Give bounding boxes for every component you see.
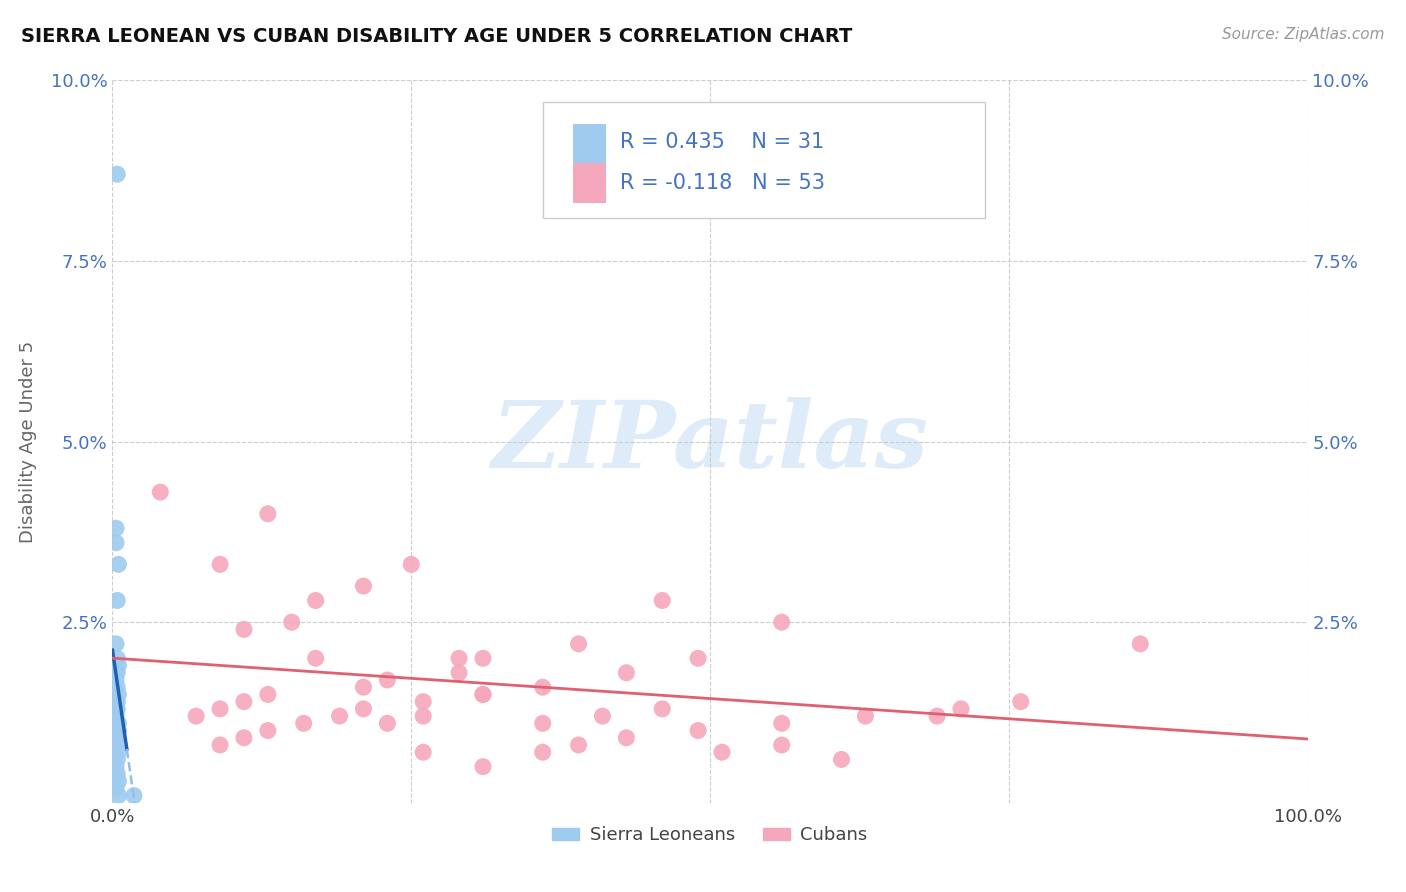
Point (107, 558, 129, 572)
Point (105, 702, 128, 716)
Point (107, 716, 129, 731)
FancyBboxPatch shape (543, 102, 986, 218)
Point (472, 760, 495, 774)
Point (412, 709, 434, 723)
Point (651, 593, 673, 607)
Point (1129, 637, 1152, 651)
Text: Source: ZipAtlas.com: Source: ZipAtlas.com (1222, 27, 1385, 42)
Point (950, 702, 973, 716)
Point (651, 702, 673, 716)
Point (447, 665, 470, 680)
Point (711, 745, 734, 759)
Point (107, 745, 129, 759)
Point (305, 651, 328, 665)
Point (105, 521, 128, 535)
Point (105, 593, 128, 607)
Text: SIERRA LEONEAN VS CUBAN DISABILITY AGE UNDER 5 CORRELATION CHART: SIERRA LEONEAN VS CUBAN DISABILITY AGE U… (21, 27, 852, 45)
Point (770, 716, 793, 731)
Point (107, 789, 129, 803)
Bar (572, 163, 606, 203)
Point (233, 623, 256, 637)
Point (105, 709, 128, 723)
Y-axis label: Disability Age Under 5: Disability Age Under 5 (18, 341, 37, 542)
Point (105, 781, 128, 796)
Point (107, 687, 129, 701)
Point (401, 558, 423, 572)
Text: ZIPatlas: ZIPatlas (492, 397, 928, 486)
Point (592, 709, 614, 723)
Point (352, 579, 374, 593)
Text: R = -0.118   N = 53: R = -0.118 N = 53 (620, 173, 825, 193)
Point (257, 687, 280, 701)
Point (105, 760, 128, 774)
Point (531, 680, 554, 694)
Point (281, 615, 304, 630)
Point (105, 731, 128, 745)
Point (107, 723, 129, 738)
Point (105, 535, 128, 549)
Point (107, 774, 129, 789)
Point (472, 651, 495, 665)
Point (329, 709, 352, 723)
Point (352, 702, 374, 716)
Point (257, 507, 280, 521)
Point (688, 651, 710, 665)
Point (447, 651, 470, 665)
Point (209, 558, 232, 572)
Point (472, 687, 495, 701)
Point (568, 738, 591, 752)
Point (377, 716, 399, 731)
Point (105, 680, 128, 694)
Point (257, 723, 280, 738)
Point (122, 789, 145, 803)
Point (105, 752, 128, 766)
Point (412, 695, 434, 709)
Point (531, 745, 554, 759)
Point (105, 695, 128, 709)
Point (105, 731, 128, 745)
Point (770, 615, 793, 630)
Point (616, 731, 638, 745)
Point (105, 637, 128, 651)
Point (105, 702, 128, 716)
Point (209, 702, 232, 716)
Point (531, 716, 554, 731)
Point (927, 709, 949, 723)
Point (105, 673, 128, 687)
Point (105, 167, 128, 181)
Point (352, 680, 374, 694)
Point (305, 593, 328, 607)
Legend: Sierra Leoneans, Cubans: Sierra Leoneans, Cubans (546, 819, 875, 852)
Point (105, 723, 128, 738)
Point (105, 695, 128, 709)
Text: R = 0.435    N = 31: R = 0.435 N = 31 (620, 132, 825, 152)
Point (292, 716, 315, 731)
Point (105, 767, 128, 781)
Point (186, 709, 208, 723)
Point (105, 651, 128, 665)
Point (855, 709, 877, 723)
Bar (572, 124, 606, 163)
Point (688, 723, 710, 738)
Point (233, 695, 256, 709)
Point (412, 745, 434, 759)
Point (105, 738, 128, 752)
Point (770, 738, 793, 752)
Point (209, 738, 232, 752)
Point (472, 687, 495, 701)
Point (616, 665, 638, 680)
Point (568, 637, 591, 651)
Point (107, 658, 129, 673)
Point (149, 485, 172, 500)
Point (1010, 695, 1032, 709)
Point (377, 673, 399, 687)
Point (831, 752, 853, 766)
Point (105, 665, 128, 680)
Point (233, 731, 256, 745)
